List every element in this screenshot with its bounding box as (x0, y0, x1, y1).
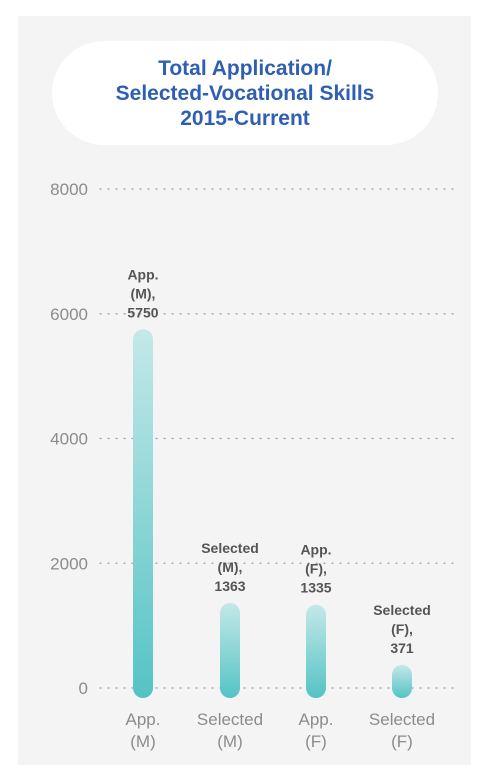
y-tick-label: 2000 (50, 554, 88, 573)
x-tick-label: App. (F) (299, 710, 334, 751)
chart-title-pill: Total Application/ Selected-Vocational S… (52, 41, 438, 145)
y-tick-label: 8000 (50, 180, 88, 199)
x-tick-label: Selected (F) (369, 710, 435, 751)
x-tick-label: App. (M) (126, 710, 161, 751)
bar (392, 664, 412, 698)
y-tick-label: 0 (79, 679, 88, 698)
data-label: App. (F), 1335 (300, 542, 331, 596)
x-tick-label: Selected (M) (197, 710, 263, 751)
bar (306, 604, 326, 698)
data-label: Selected (M), 1363 (201, 540, 259, 594)
bar (220, 602, 240, 698)
y-tick-label: 4000 (50, 430, 88, 449)
chart-title: Total Application/ Selected-Vocational S… (115, 56, 375, 130)
data-label: Selected (F), 371 (373, 602, 431, 656)
bars (133, 329, 412, 698)
bar (133, 329, 153, 698)
y-tick-label: 6000 (50, 305, 88, 324)
x-axis-ticks: App. (M) Selected (M) App. (F) Selected (F) (126, 710, 436, 751)
data-labels: App. (M), 5750 Selected (M), 1363 App. (F), 1335… (127, 266, 430, 656)
data-label: App. (M), 5750 (127, 266, 158, 320)
y-axis-ticks: 0 2000 4000 6000 8000 (50, 180, 88, 698)
